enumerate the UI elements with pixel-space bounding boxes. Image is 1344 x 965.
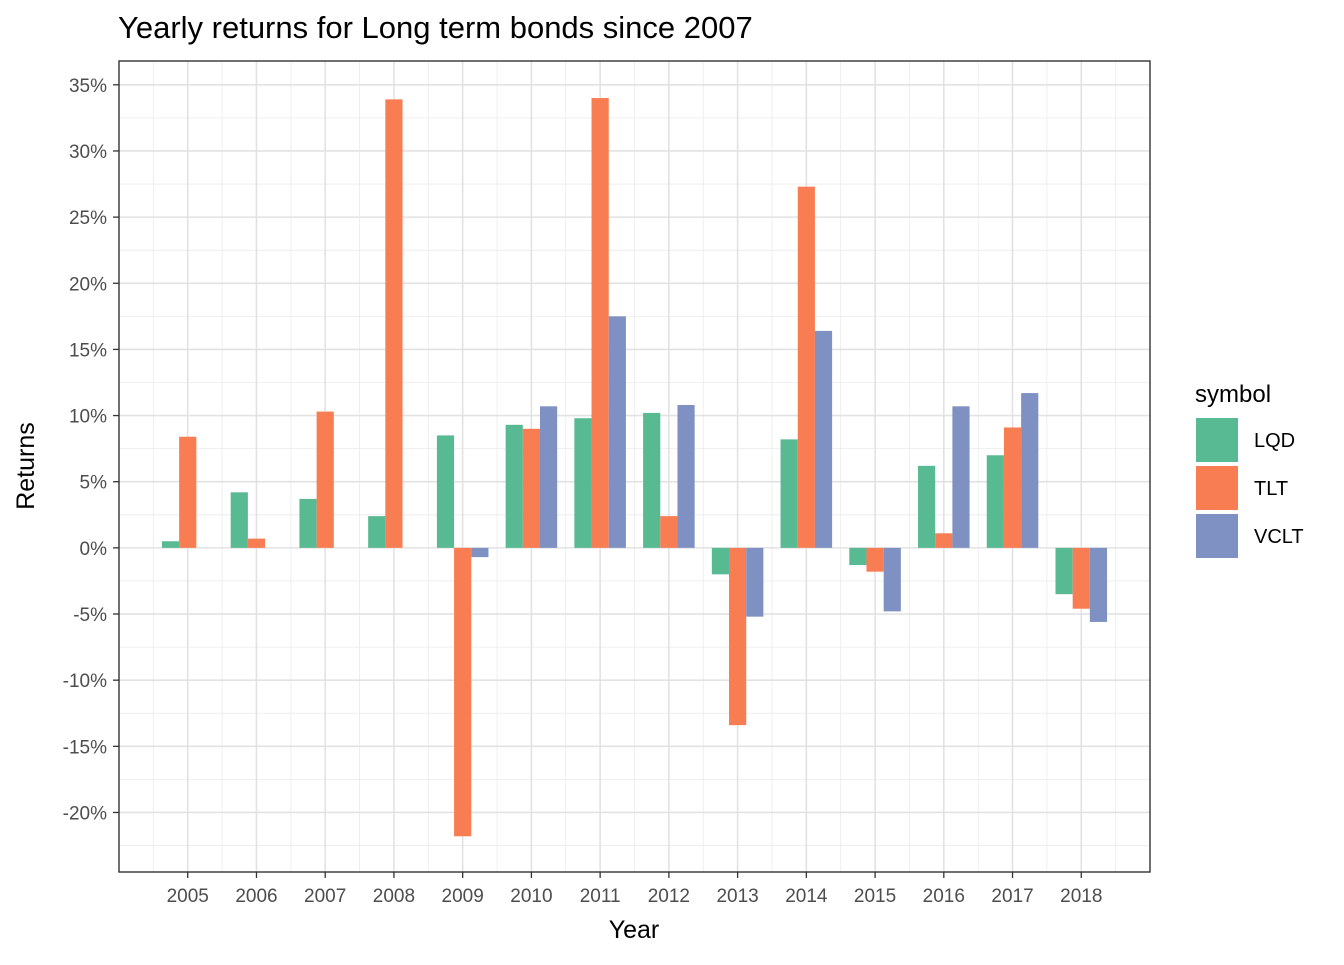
y-tick-label: 20%: [69, 274, 107, 295]
x-tick-label: 2012: [648, 886, 690, 907]
grid-minor: [119, 61, 1150, 872]
bar-tlt-2011: [591, 98, 609, 548]
bar-lqd-2009: [436, 435, 455, 548]
y-tick-label: 5%: [80, 473, 108, 494]
x-tick-label: 2008: [373, 886, 415, 907]
x-tick-label: 2015: [854, 886, 896, 907]
x-tick-label: 2009: [442, 886, 484, 907]
y-tick-label: 0%: [80, 539, 108, 560]
bar-lqd-2005: [161, 541, 180, 548]
bars: [161, 98, 1108, 837]
bar-vclt-2017: [1021, 393, 1039, 548]
bar-tlt-2009: [454, 547, 472, 837]
plot-border: [118, 60, 1151, 873]
x-tick-label: 2018: [1060, 886, 1102, 907]
bar-vclt-2016: [952, 406, 970, 548]
y-tick-label: -5%: [73, 605, 107, 626]
legend-label-vclt: VCLT: [1254, 526, 1304, 548]
y-tick-label: 30%: [69, 142, 107, 163]
y-tick-label: 25%: [69, 208, 107, 229]
bar-tlt-2017: [1003, 427, 1022, 548]
bar-lqd-2012: [643, 412, 661, 548]
x-tick-label: 2010: [510, 886, 552, 907]
bar-tlt-2013: [729, 547, 747, 726]
y-tick-label: -10%: [63, 671, 107, 692]
x-tick-label: 2007: [304, 886, 346, 907]
legend-key-vclt: [1196, 514, 1238, 558]
grid-major: [119, 61, 1150, 872]
y-axis-label: Returns: [12, 422, 40, 510]
bar-vclt-2011: [608, 316, 626, 548]
legend-label-lqd: LQD: [1254, 430, 1295, 452]
bar-lqd-2015: [849, 547, 867, 566]
bar-tlt-2012: [660, 516, 678, 548]
x-tick-label: 2011: [580, 886, 621, 907]
bar-vclt-2018: [1089, 547, 1108, 622]
legend: symbol LQD TLT VCLT: [1195, 381, 1304, 558]
legend-key-tlt: [1196, 466, 1238, 510]
y-tick-label: -15%: [63, 737, 107, 758]
x-tick-label: 2016: [923, 886, 965, 907]
bar-tlt-2006: [247, 538, 266, 548]
bar-tlt-2007: [316, 411, 334, 548]
bar-tlt-2015: [866, 547, 884, 572]
bar-tlt-2005: [179, 436, 197, 548]
y-axis: 35% 30% 25% 20% 15% 10% 5% 0% -5% -10% -15% -20%: [63, 76, 119, 824]
bar-vclt-2014: [814, 330, 833, 548]
bar-lqd-2006: [230, 492, 248, 548]
y-tick-label: 35%: [69, 76, 107, 97]
bar-tlt-2016: [935, 533, 953, 548]
bar-vclt-2013: [746, 547, 764, 617]
bar-vclt-2015: [883, 547, 901, 612]
legend-key-lqd: [1196, 418, 1238, 462]
bar-tlt-2010: [522, 428, 540, 548]
bar-lqd-2011: [574, 418, 592, 548]
bar-lqd-2007: [299, 498, 317, 548]
bar-lqd-2014: [780, 439, 798, 548]
legend-label-tlt: TLT: [1254, 478, 1288, 500]
y-tick-label: 15%: [69, 340, 107, 361]
bar-tlt-2018: [1072, 547, 1090, 609]
bar-vclt-2012: [677, 404, 695, 548]
bar-lqd-2018: [1055, 547, 1073, 595]
bar-lqd-2008: [368, 516, 386, 548]
x-axis-label: Year: [609, 916, 660, 944]
bar-lqd-2013: [711, 547, 730, 575]
bar-vclt-2009: [471, 547, 489, 558]
bar-lqd-2016: [918, 465, 936, 548]
x-tick-label: 2006: [235, 886, 277, 907]
y-tick-label: -20%: [63, 803, 107, 824]
bar-lqd-2017: [986, 455, 1004, 548]
x-tick-label: 2017: [991, 886, 1033, 907]
x-axis: 2005 2006 2007 2008 2009 2010 2011 2012 2013 2014…: [167, 872, 1102, 907]
x-tick-label: 2014: [785, 886, 828, 907]
bar-vclt-2010: [539, 406, 558, 548]
x-tick-label: 2005: [167, 886, 209, 907]
bar-lqd-2010: [505, 424, 523, 548]
y-tick-label: 10%: [69, 407, 107, 428]
bar-tlt-2014: [797, 186, 815, 548]
bar-tlt-2008: [385, 99, 403, 548]
x-tick-label: 2013: [716, 886, 758, 907]
chart-title: Yearly returns for Long term bonds since…: [118, 10, 753, 45]
legend-title: symbol: [1195, 381, 1271, 408]
